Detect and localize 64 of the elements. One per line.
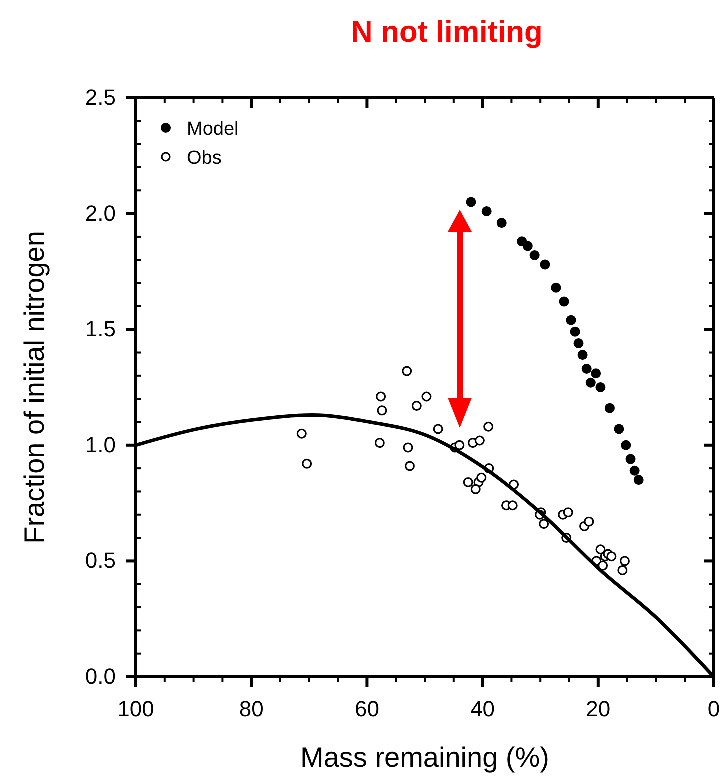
point xyxy=(377,406,388,416)
point xyxy=(466,197,476,208)
x-tick-label: 60 xyxy=(354,696,380,722)
point xyxy=(551,282,562,293)
y-tick-label: 0.0 xyxy=(85,664,116,690)
point xyxy=(586,378,596,388)
point xyxy=(539,519,550,530)
point xyxy=(496,218,507,228)
point xyxy=(596,382,606,392)
point xyxy=(566,315,576,326)
point xyxy=(621,440,632,450)
point xyxy=(374,438,385,448)
point xyxy=(470,484,481,494)
point xyxy=(376,392,386,402)
point xyxy=(620,556,630,566)
point xyxy=(296,428,307,439)
point xyxy=(508,500,518,511)
x-tick-label: 80 xyxy=(239,696,264,722)
point xyxy=(484,422,494,432)
point xyxy=(618,565,628,576)
legend-label: Obs xyxy=(187,148,222,169)
point xyxy=(402,366,412,376)
point xyxy=(522,241,533,252)
point xyxy=(604,403,615,414)
point xyxy=(482,206,492,216)
point xyxy=(578,350,588,360)
point xyxy=(570,326,580,337)
point xyxy=(412,401,422,412)
point xyxy=(302,458,312,469)
point xyxy=(404,461,415,472)
point xyxy=(634,475,644,486)
x-axis-title: Mass remaining (%) xyxy=(300,742,550,773)
point xyxy=(433,424,444,434)
point xyxy=(614,424,624,434)
x-tick-label: 40 xyxy=(470,696,496,722)
point xyxy=(530,250,540,260)
point xyxy=(422,392,432,402)
point xyxy=(403,442,414,453)
point xyxy=(563,508,574,518)
y-tick-label: 1.5 xyxy=(85,316,116,342)
point xyxy=(474,436,485,446)
chart-title: N not limiting xyxy=(351,16,543,49)
y-tick-label: 2.0 xyxy=(85,200,116,226)
point xyxy=(596,544,606,555)
point xyxy=(626,454,636,464)
y-tick-label: 2.5 xyxy=(85,85,116,110)
y-tick-label: 1.0 xyxy=(85,432,116,458)
x-tick-label: 0 xyxy=(708,696,720,722)
point xyxy=(454,440,465,450)
point xyxy=(559,296,570,307)
point xyxy=(574,338,584,348)
point xyxy=(630,466,640,476)
point xyxy=(584,516,594,527)
point xyxy=(606,552,617,562)
y-tick-label: 0.5 xyxy=(85,548,116,574)
point xyxy=(463,477,474,488)
y-axis-title: Fraction of initial nitrogen xyxy=(19,231,50,544)
point xyxy=(591,368,602,379)
point xyxy=(476,472,487,483)
x-tick-label: 100 xyxy=(118,696,154,722)
legend-label: Model xyxy=(187,119,239,140)
x-tick-label: 20 xyxy=(586,696,611,722)
point xyxy=(582,364,592,374)
point xyxy=(540,260,550,270)
